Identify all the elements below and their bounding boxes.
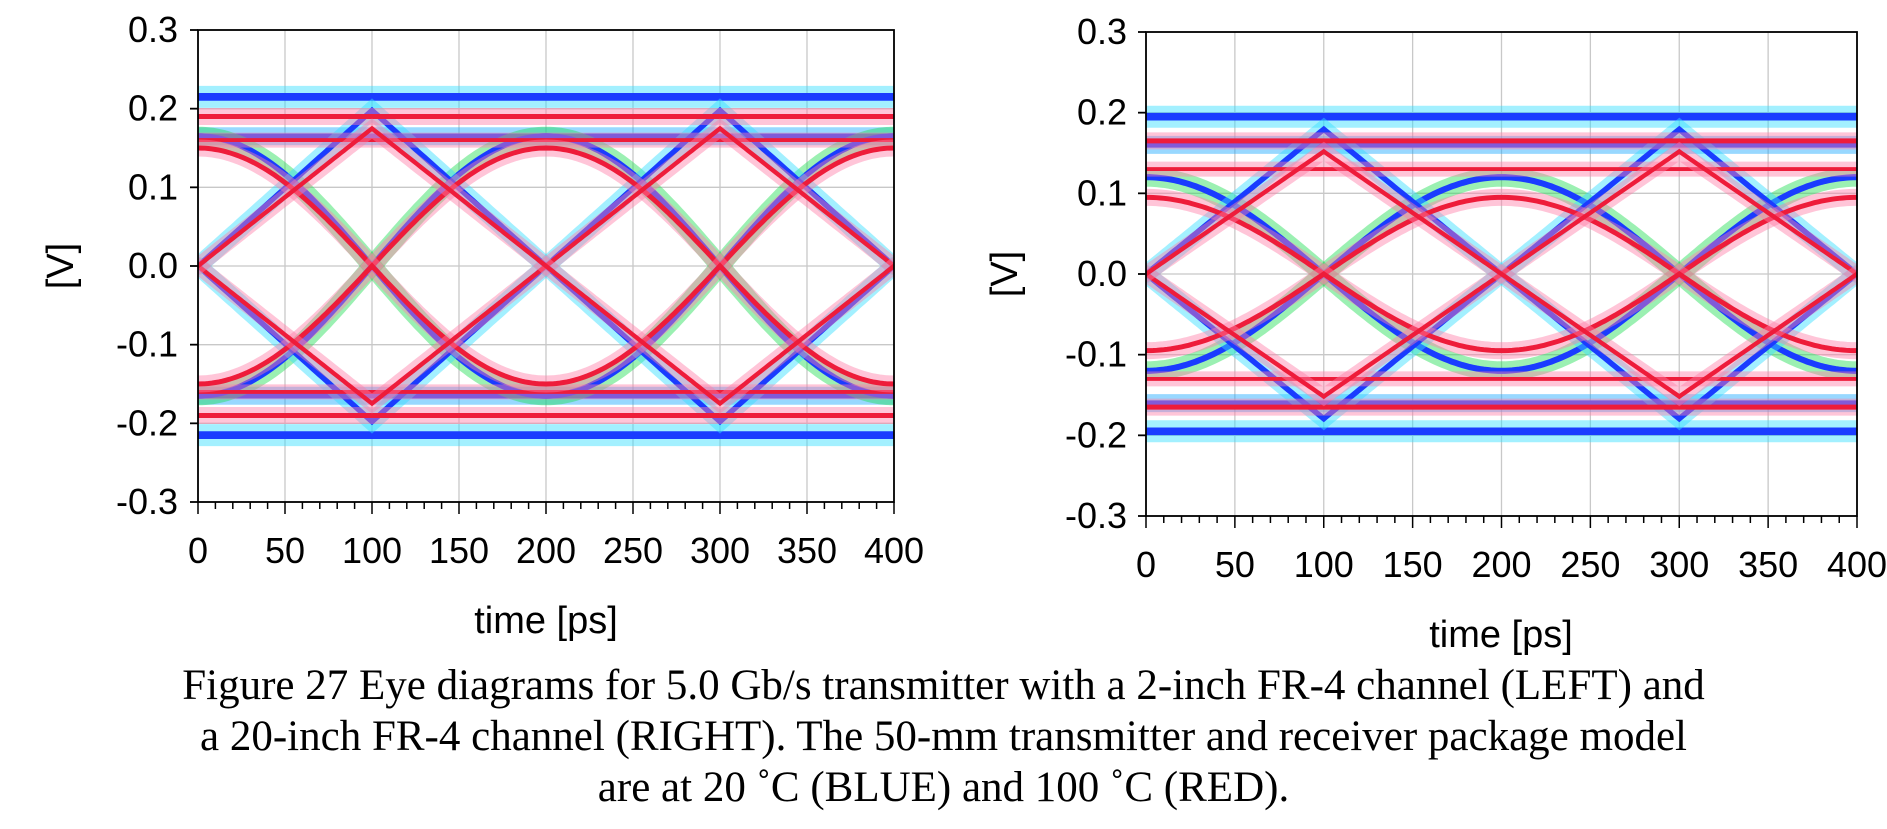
eye-trace bbox=[198, 145, 894, 270]
eye-trace bbox=[198, 133, 894, 271]
y-tick-label: 0.2 bbox=[1077, 92, 1127, 133]
x-tick-label: 250 bbox=[1560, 544, 1620, 585]
y-axis-label: [V] bbox=[984, 251, 1026, 297]
y-tick-label: 0.0 bbox=[1077, 253, 1127, 294]
y-tick-label: 0.0 bbox=[128, 245, 178, 286]
y-tick-label: -0.1 bbox=[1065, 334, 1127, 375]
caption-line-3: are at 20 ˚C (BLUE) and 100 ˚C (RED). bbox=[597, 764, 1290, 811]
x-tick-label: 200 bbox=[516, 530, 576, 571]
caption-line-1: Figure 27 Eye diagrams for 5.0 Gb/s tran… bbox=[182, 662, 1705, 709]
y-tick-label: 0.2 bbox=[128, 88, 178, 129]
eye-trace bbox=[1146, 194, 1857, 277]
x-tick-label: 150 bbox=[1383, 544, 1443, 585]
eye-diagram-left: 0.3 0.2 0.1 0.0 -0.1 -0.2 -0.30 50 100 150 200 250 3… bbox=[40, 9, 924, 642]
y-tick-label: 0.1 bbox=[1077, 172, 1127, 213]
figure-caption: Figure 27 Eye diagrams for 5.0 Gb/s tran… bbox=[0, 660, 1887, 813]
x-tick-label: 400 bbox=[864, 530, 924, 571]
x-tick-label: 50 bbox=[265, 530, 305, 571]
y-tick-label: -0.2 bbox=[116, 402, 178, 443]
x-tick-label: 300 bbox=[1649, 544, 1709, 585]
x-tick-label: 0 bbox=[188, 530, 208, 571]
x-tick-label: 250 bbox=[603, 530, 663, 571]
eye-traces bbox=[1146, 105, 1857, 443]
series-red-traces bbox=[198, 108, 894, 424]
y-axis-label: [V] bbox=[40, 243, 82, 289]
x-tick-label: 400 bbox=[1827, 544, 1887, 585]
x-tick-label: 100 bbox=[1294, 544, 1354, 585]
series-blue-traces bbox=[1146, 105, 1857, 443]
eye-diagram-right: 0.3 0.2 0.1 0.0 -0.1 -0.2 -0.30 50 100 150 200 250 3… bbox=[984, 11, 1887, 656]
eye-trace bbox=[1146, 174, 1857, 278]
x-tick-label: 0 bbox=[1136, 544, 1156, 585]
eye-trace bbox=[198, 262, 894, 387]
y-tick-label: -0.3 bbox=[1065, 495, 1127, 536]
x-tick-label: 350 bbox=[777, 530, 837, 571]
x-tick-label: 150 bbox=[429, 530, 489, 571]
x-tick-label: 350 bbox=[1738, 544, 1798, 585]
eye-trace bbox=[198, 261, 894, 399]
eye-trace bbox=[1146, 271, 1857, 354]
x-tick-label: 200 bbox=[1471, 544, 1531, 585]
y-tick-label: -0.2 bbox=[1065, 414, 1127, 455]
eye-trace bbox=[198, 125, 894, 407]
x-tick-label: 50 bbox=[1215, 544, 1255, 585]
eye-traces bbox=[198, 85, 894, 447]
y-tick-label: 0.1 bbox=[128, 166, 178, 207]
y-tick-label: -0.3 bbox=[116, 481, 178, 522]
y-tick-label: -0.1 bbox=[116, 324, 178, 365]
y-tick-label: 0.3 bbox=[1077, 11, 1127, 52]
eye-trace bbox=[1146, 148, 1857, 400]
x-tick-label: 300 bbox=[690, 530, 750, 571]
series-red-traces bbox=[1146, 132, 1857, 416]
x-axis-label: time [ps] bbox=[474, 600, 618, 642]
y-tick-label: 0.3 bbox=[128, 9, 178, 50]
eye-trace bbox=[1146, 270, 1857, 374]
x-tick-label: 100 bbox=[342, 530, 402, 571]
caption-line-2: a 20-inch FR-4 channel (RIGHT). The 50-m… bbox=[200, 713, 1687, 760]
x-axis-label: time [ps] bbox=[1429, 614, 1573, 656]
